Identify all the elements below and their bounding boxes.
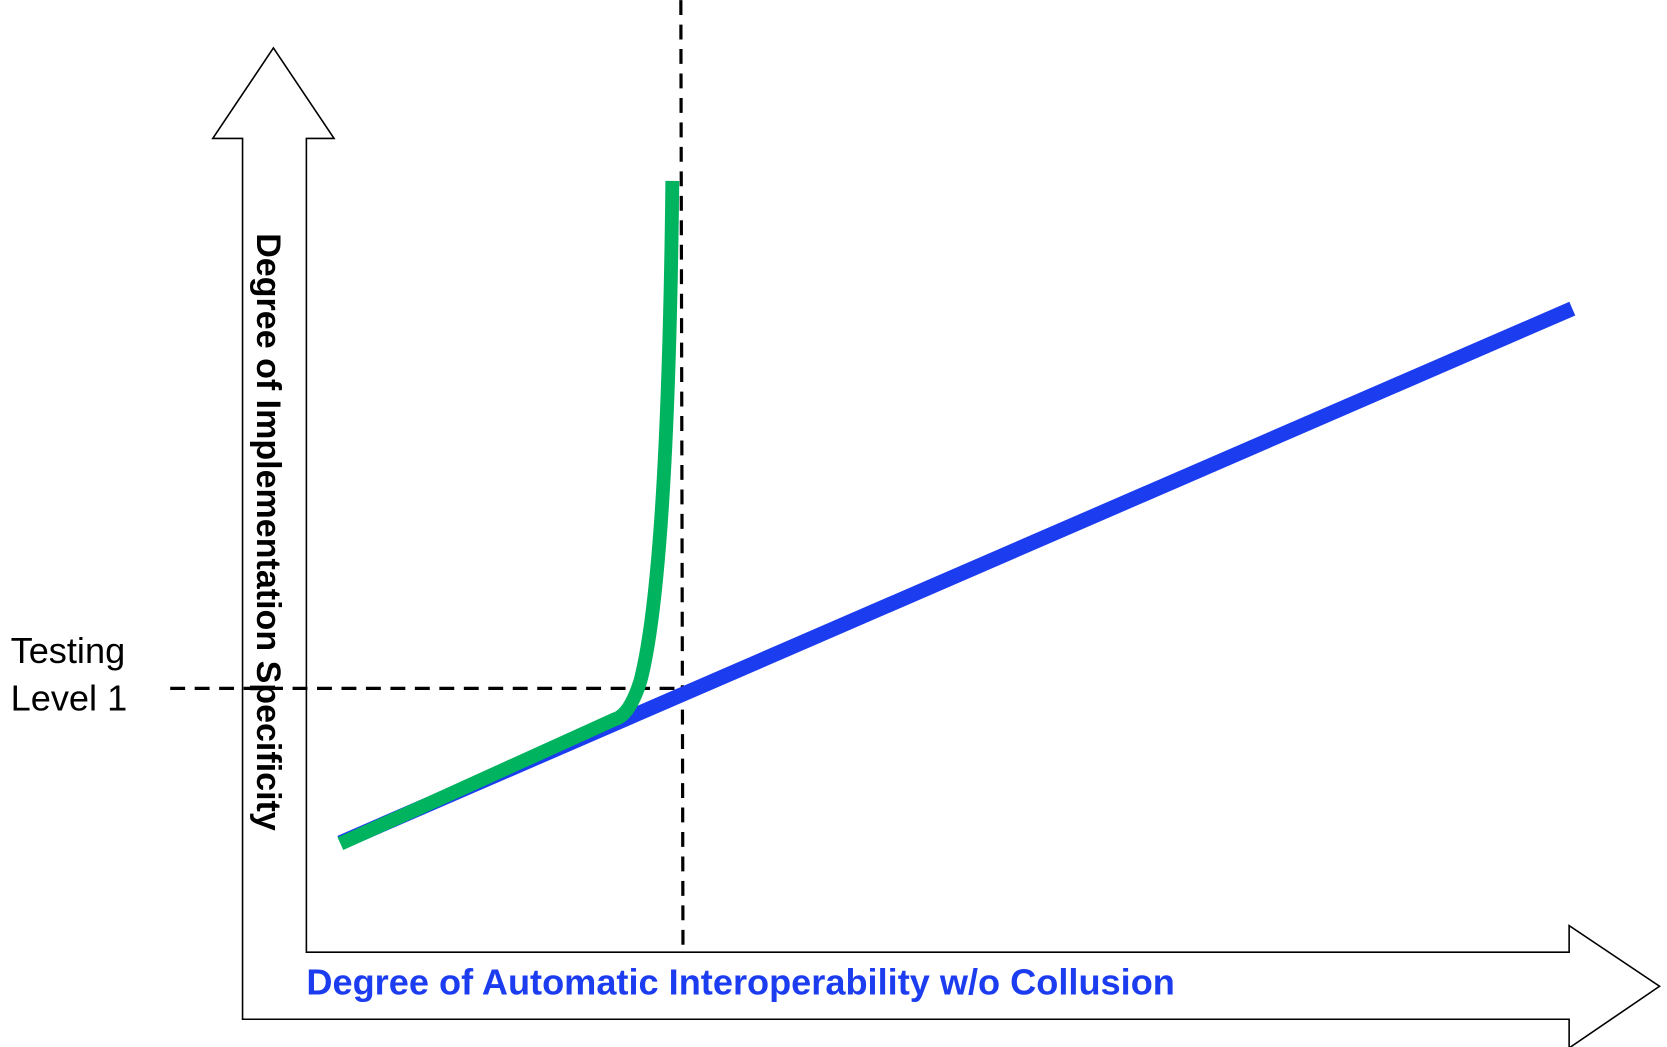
annotation-line: Level 1: [11, 678, 128, 719]
x-axis-label: Degree of Automatic Interoperability w/o…: [306, 962, 1175, 1003]
y-axis-label: Degree of Implementation Specificity: [249, 233, 287, 831]
axes-arrows: [211, 46, 1661, 1047]
annotation-line: Testing: [11, 630, 126, 671]
dashed-vertical: [679, 0, 685, 947]
green-curve: [337, 180, 680, 851]
